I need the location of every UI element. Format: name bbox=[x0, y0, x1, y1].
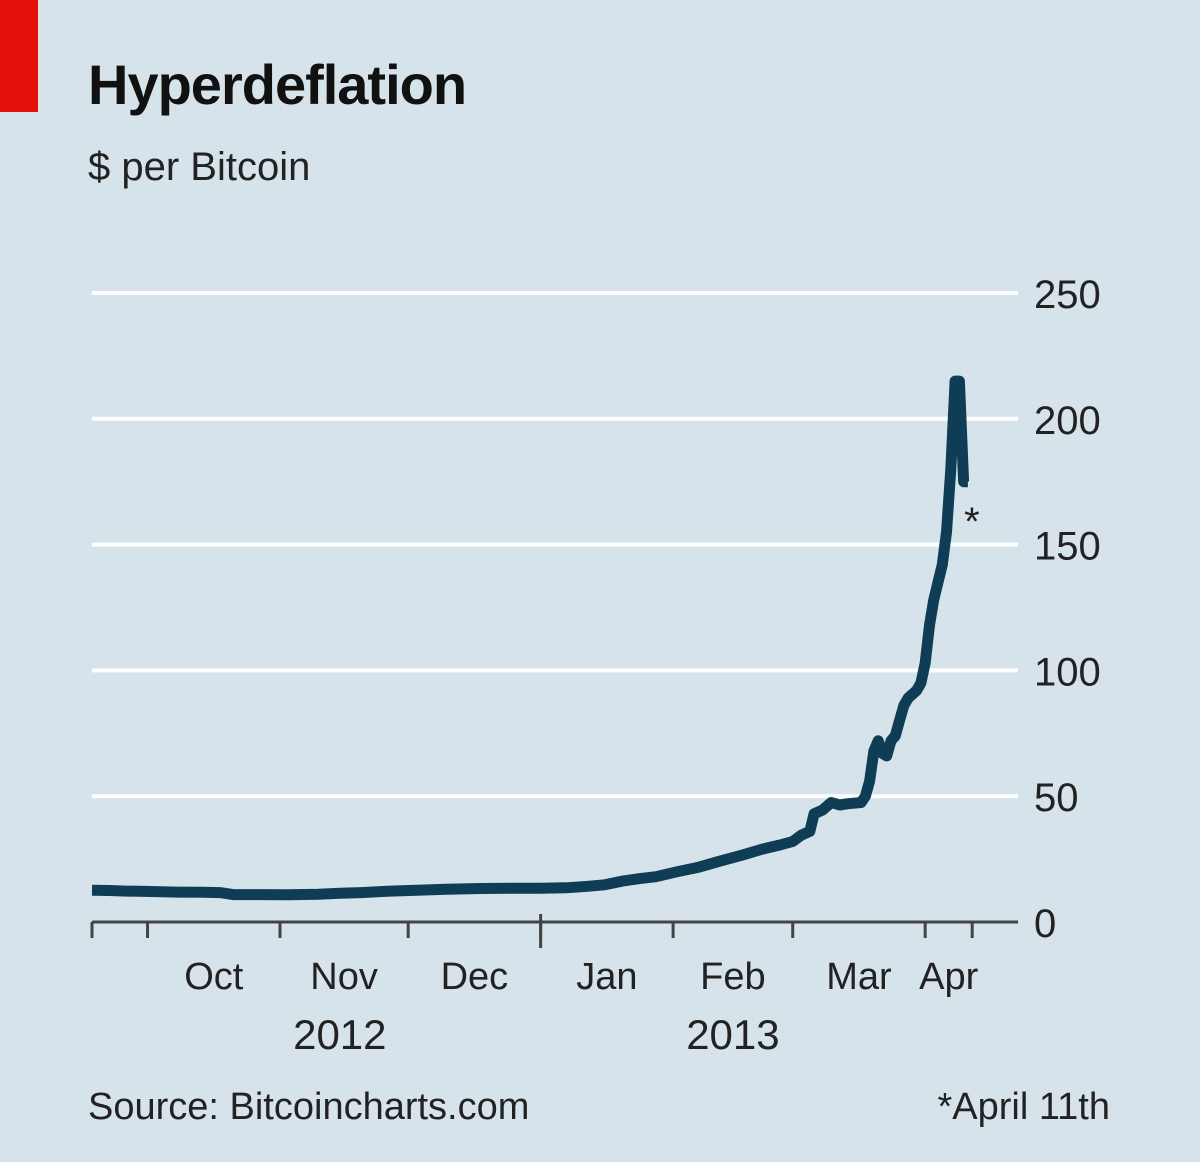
gridlines bbox=[92, 291, 1018, 799]
x-tick-label: Oct bbox=[184, 956, 244, 998]
y-tick-label: 100 bbox=[1034, 650, 1101, 694]
x-tick-label: Feb bbox=[700, 956, 765, 998]
x-tick-label: Apr bbox=[919, 956, 978, 998]
x-axis: Oct Nov Dec Jan Feb Mar Apr 2012 2013 bbox=[90, 914, 1018, 1058]
x-tick-label: Mar bbox=[826, 956, 892, 998]
x-tick-label: Jan bbox=[576, 956, 637, 998]
y-tick-label: 0 bbox=[1034, 902, 1056, 946]
line-chart: 0 50 100 150 200 250 Oct Nov Dec Jan Feb Mar Apr 201… bbox=[90, 273, 1101, 1058]
series-layer bbox=[91, 375, 970, 901]
y-tick-label: 250 bbox=[1034, 273, 1101, 317]
chart-subtitle: $ per Bitcoin bbox=[88, 145, 311, 189]
annotation-asterisk: * bbox=[964, 500, 980, 544]
price-series-line bbox=[91, 375, 970, 901]
x-tick-label: Dec bbox=[441, 956, 509, 998]
footnote: *April 11th bbox=[937, 1086, 1110, 1128]
source-note: Source: Bitcoincharts.com bbox=[88, 1086, 530, 1128]
year-label: 2012 bbox=[293, 1011, 386, 1058]
y-tick-label: 50 bbox=[1034, 776, 1079, 820]
year-label: 2013 bbox=[686, 1011, 779, 1058]
accent-tab bbox=[0, 0, 38, 112]
y-axis-tick-labels: 0 50 100 150 200 250 bbox=[1034, 273, 1101, 946]
y-tick-label: 150 bbox=[1034, 525, 1101, 569]
x-tick-label: Nov bbox=[310, 956, 378, 998]
chart-title: Hyperdeflation bbox=[88, 53, 467, 116]
annotations: * bbox=[964, 500, 980, 544]
y-tick-label: 200 bbox=[1034, 399, 1101, 443]
